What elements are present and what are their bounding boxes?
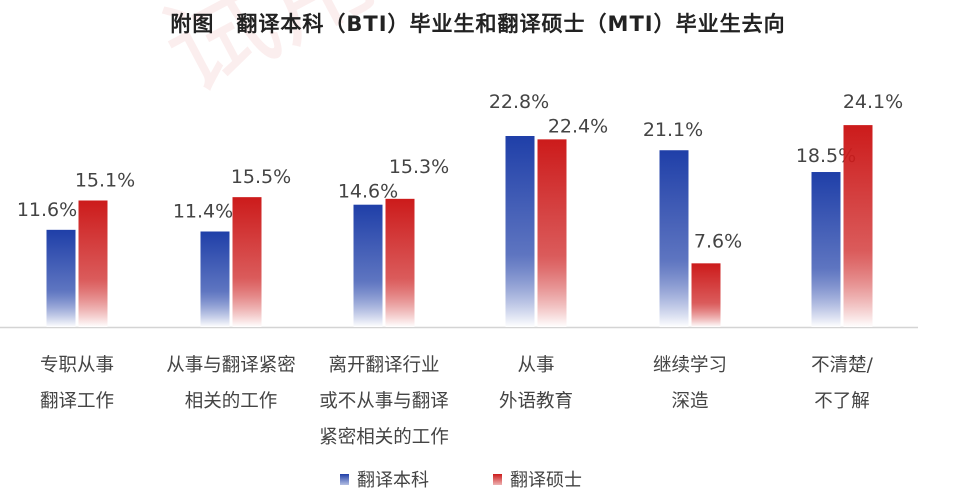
category-label-line: 深造 xyxy=(671,391,709,412)
category-label-line: 离开翻译行业 xyxy=(328,355,440,376)
legend: 翻译本科 翻译硕士 xyxy=(0,466,956,492)
category-label-line: 外语教育 xyxy=(498,391,573,412)
category-label-1: 从事与翻译紧密 相关的工作 xyxy=(156,348,306,420)
data-label-mti-0: 15.1% xyxy=(75,170,135,192)
bar-mti-0 xyxy=(78,200,108,327)
category-label-line: 相关的工作 xyxy=(184,391,278,412)
bar-mti-5 xyxy=(843,125,873,327)
data-label-mti-5: 24.1% xyxy=(843,91,903,113)
legend-item-1: 翻译硕士 xyxy=(493,466,582,492)
category-label-0: 专职从事 翻译工作 xyxy=(2,348,152,420)
category-label-line: 翻译工作 xyxy=(39,391,114,412)
data-label-bti-3: 22.8% xyxy=(489,91,549,113)
bar-mti-2 xyxy=(385,198,415,327)
data-label-bti-1: 11.4% xyxy=(173,201,233,223)
category-label-line: 不了解 xyxy=(814,391,870,412)
legend-label: 翻译本科 xyxy=(357,470,429,491)
bar-bti-4 xyxy=(659,150,689,327)
legend-label: 翻译硕士 xyxy=(510,470,582,491)
data-label-mti-1: 15.5% xyxy=(231,166,291,188)
bar-bti-2 xyxy=(353,204,383,327)
category-label-line: 专职从事 xyxy=(39,355,114,376)
bar-bti-5 xyxy=(811,172,841,327)
category-label-line: 不清楚/ xyxy=(811,355,873,376)
data-label-bti-4: 21.1% xyxy=(643,119,703,141)
category-label-line: 继续学习 xyxy=(652,355,727,376)
bar-mti-1 xyxy=(232,197,262,327)
bar-chart: 11.6% 15.1% 11.4% 15.5% 14.6% 15.3% 22.8%22.4%… xyxy=(0,91,918,329)
bar-bti-3 xyxy=(505,136,535,327)
bar-mti-3 xyxy=(537,139,567,327)
data-label-bti-2: 14.6% xyxy=(338,181,398,203)
data-label-bti-5: 18.5% xyxy=(796,145,856,167)
category-label-line: 或不从事与翻译 xyxy=(319,391,449,412)
category-label-line: 紧密相关的工作 xyxy=(319,427,449,448)
legend-swatch-icon xyxy=(340,473,349,485)
bar-bti-0 xyxy=(46,229,76,327)
chart-title: 附图 翻译本科（BTI）毕业生和翻译硕士（MTI）毕业生去向 xyxy=(170,12,786,36)
category-label-4: 继续学习 深造 xyxy=(615,348,765,420)
category-label-line: 从事 xyxy=(517,355,555,376)
category-label-5: 不清楚/不了解 xyxy=(767,348,917,420)
data-label-mti-3: 22.4% xyxy=(548,115,608,137)
bar-mti-4 xyxy=(691,263,721,327)
category-label-line: 从事与翻译紧密 xyxy=(166,355,296,376)
data-label-bti-0: 11.6% xyxy=(17,199,77,221)
category-label-2: 离开翻译行业 或不从事与翻译 紧密相关的工作 xyxy=(309,348,459,456)
legend-item-0: 翻译本科 xyxy=(340,466,429,492)
data-label-mti-4: 7.6% xyxy=(694,230,742,252)
bar-bti-1 xyxy=(200,231,230,327)
category-label-3: 从事 外语教育 xyxy=(461,348,611,420)
legend-swatch-icon xyxy=(493,473,502,485)
data-label-mti-2: 15.3% xyxy=(389,156,449,178)
